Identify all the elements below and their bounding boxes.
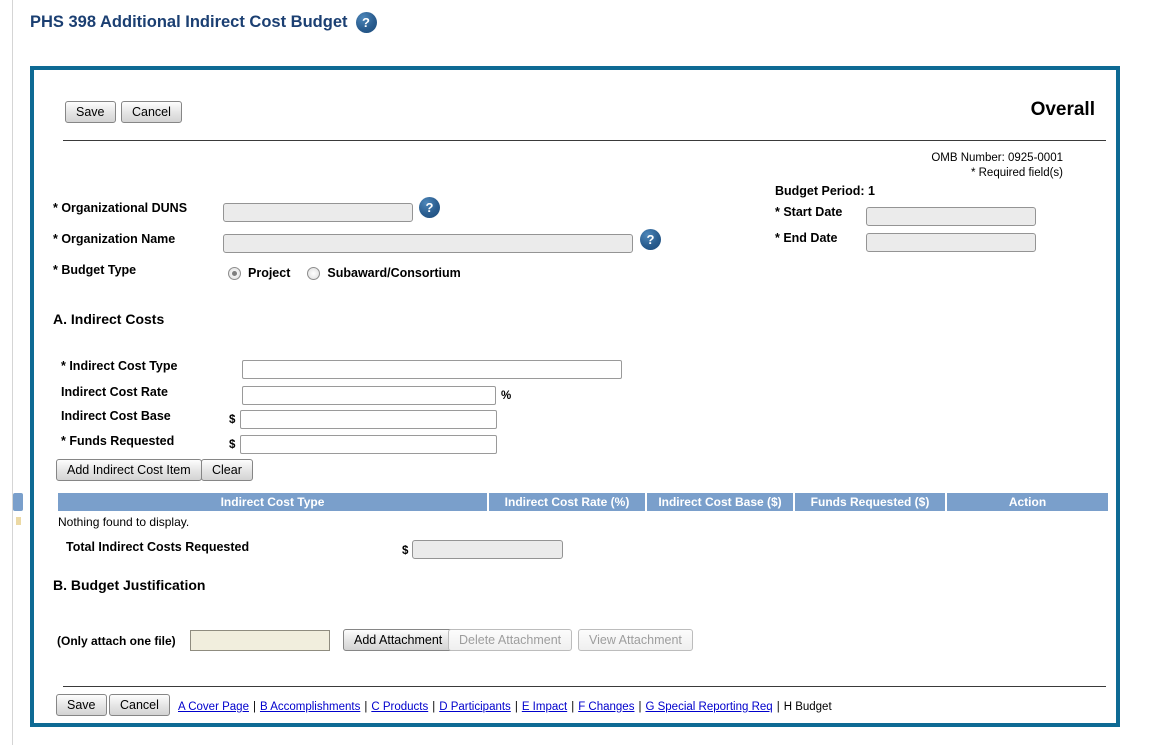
help-icon[interactable]: ? — [355, 12, 377, 33]
col-funds-requested: Funds Requested ($) — [795, 493, 945, 511]
indirect-costs-table-header: Indirect Cost Type Indirect Cost Rate (%… — [58, 493, 1108, 511]
view-attachment-button: View Attachment — [578, 629, 693, 651]
total-dollar-prefix: $ — [402, 545, 409, 557]
duns-input — [223, 203, 413, 222]
budget-type-radio-group: Project Subaward/Consortium — [228, 266, 461, 280]
end-date-input — [866, 233, 1036, 252]
save-button-top[interactable]: Save — [65, 101, 116, 123]
add-indirect-cost-item-button[interactable]: Add Indirect Cost Item — [56, 459, 202, 481]
page-title: PHS 398 Additional Indirect Cost Budget … — [30, 12, 377, 33]
cancel-button-bottom[interactable]: Cancel — [109, 694, 170, 716]
omb-number: OMB Number: 0925-0001 — [931, 152, 1063, 164]
radio-subaward[interactable] — [307, 266, 321, 280]
nav-current-h-budget: H Budget — [783, 701, 832, 713]
nav-separator: | — [364, 701, 368, 713]
duns-label: * Organizational DUNS — [53, 201, 188, 215]
org-name-help-icon[interactable]: ? — [640, 229, 661, 250]
nav-separator: | — [252, 701, 256, 713]
omb-note: OMB Number: 0925-0001 * Required field(s… — [931, 151, 1063, 181]
base-dollar-prefix: $ — [229, 414, 236, 426]
add-attachment-button[interactable]: Add Attachment — [343, 629, 454, 651]
view-label: Overall — [1030, 99, 1095, 120]
scrollbar-mark — [13, 493, 23, 511]
end-date-label: * End Date — [775, 231, 838, 245]
budget-period-label: Budget Period: 1 — [775, 184, 876, 198]
nav-link-impact[interactable]: E Impact — [521, 701, 568, 713]
frame-divider — [12, 0, 13, 745]
budget-type-label: * Budget Type — [53, 263, 137, 277]
delete-attachment-button: Delete Attachment — [448, 629, 573, 651]
nav-separator: | — [432, 701, 436, 713]
table-empty-message: Nothing found to display. — [58, 515, 190, 529]
rppr-section-nav: A Cover Page | B Accomplishments | C Product… — [178, 701, 832, 713]
nav-link-changes[interactable]: F Changes — [578, 701, 635, 713]
nav-separator: | — [776, 701, 780, 713]
start-date-label: * Start Date — [775, 205, 843, 219]
required-note: * Required field(s) — [970, 167, 1063, 179]
indirect-cost-type-label: * Indirect Cost Type — [61, 359, 178, 373]
radio-project[interactable] — [228, 266, 241, 280]
radio-project-label: Project — [248, 266, 291, 280]
nav-link-cover-page[interactable]: A Cover Page — [178, 701, 249, 713]
funds-requested-input[interactable] — [240, 435, 497, 454]
section-a-heading: A. Indirect Costs — [53, 311, 165, 327]
nav-link-products[interactable]: C Products — [371, 701, 429, 713]
top-divider — [63, 140, 1106, 141]
indirect-cost-type-input[interactable] — [242, 360, 622, 379]
total-indirect-costs-label: Total Indirect Costs Requested — [66, 540, 250, 554]
nav-link-special-reporting[interactable]: G Special Reporting Req — [645, 701, 773, 713]
org-name-label: * Organization Name — [53, 232, 176, 246]
indirect-cost-rate-input[interactable] — [242, 386, 496, 405]
col-action: Action — [947, 493, 1108, 511]
nav-link-participants[interactable]: D Participants — [439, 701, 511, 713]
duns-help-icon[interactable]: ? — [419, 197, 440, 218]
bottom-divider — [63, 686, 1106, 687]
funds-requested-label: * Funds Requested — [61, 434, 175, 448]
start-date-input — [866, 207, 1036, 226]
nav-separator: | — [571, 701, 575, 713]
radio-subaward-label: Subaward/Consortium — [327, 266, 461, 280]
attachment-filename-input[interactable] — [190, 630, 330, 651]
attach-one-file-label: (Only attach one file) — [57, 634, 176, 648]
org-name-input — [223, 234, 633, 253]
col-indirect-cost-base: Indirect Cost Base ($) — [647, 493, 793, 511]
nav-link-accomplishments[interactable]: B Accomplishments — [259, 701, 361, 713]
cancel-button-top[interactable]: Cancel — [121, 101, 182, 123]
clear-button[interactable]: Clear — [201, 459, 253, 481]
indirect-cost-base-label: Indirect Cost Base — [61, 409, 171, 423]
section-b-heading: B. Budget Justification — [53, 577, 206, 593]
col-indirect-cost-type: Indirect Cost Type — [58, 493, 487, 511]
rate-percent-suffix: % — [501, 390, 512, 402]
nav-separator: | — [638, 701, 642, 713]
page-title-text: PHS 398 Additional Indirect Cost Budget — [30, 13, 348, 31]
col-indirect-cost-rate: Indirect Cost Rate (%) — [489, 493, 645, 511]
scrollbar-mark — [16, 517, 21, 525]
indirect-cost-base-input[interactable] — [240, 410, 497, 429]
funds-dollar-prefix: $ — [229, 439, 236, 451]
total-indirect-costs-input — [412, 540, 563, 559]
nav-separator: | — [514, 701, 518, 713]
save-button-bottom[interactable]: Save — [56, 694, 107, 716]
form-panel — [30, 66, 1120, 727]
indirect-cost-rate-label: Indirect Cost Rate — [61, 385, 168, 399]
